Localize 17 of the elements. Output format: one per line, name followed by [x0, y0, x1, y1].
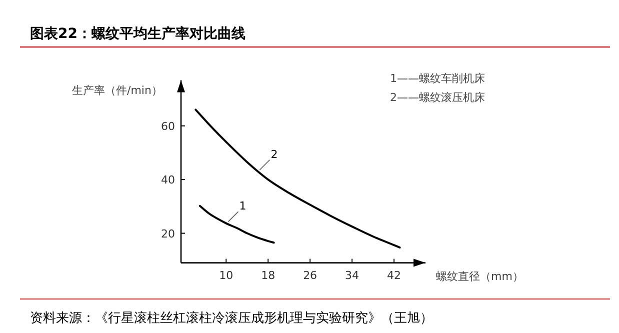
x-axis-title: 螺纹直径（mm）	[436, 270, 524, 283]
text: 1——螺纹车削机床	[390, 72, 485, 85]
chart-title: 图表22：螺纹平均生产率对比曲线	[30, 25, 246, 42]
x-tick-label: 18	[261, 268, 276, 282]
text: 资料来源：《行星滚柱丝杠滚柱冷滚压成形机理与实验研究》（王旭）	[30, 311, 433, 326]
y-tick-label: 20	[161, 227, 175, 240]
y-tick-label: 40	[161, 174, 175, 187]
annotation: 2	[270, 148, 278, 161]
x-tick-label: 10	[219, 268, 234, 282]
x-tick-label: 34	[345, 268, 360, 282]
y-tick-label: 60	[161, 120, 175, 133]
y-axis-title: 生产率（件/min）	[72, 84, 162, 97]
x-tick-label: 26	[303, 268, 318, 282]
line-series	[194, 108, 401, 248]
text: 2——螺纹滚压机床	[390, 91, 485, 104]
annotation: 1	[239, 200, 246, 213]
x-tick-label: 42	[387, 268, 402, 282]
